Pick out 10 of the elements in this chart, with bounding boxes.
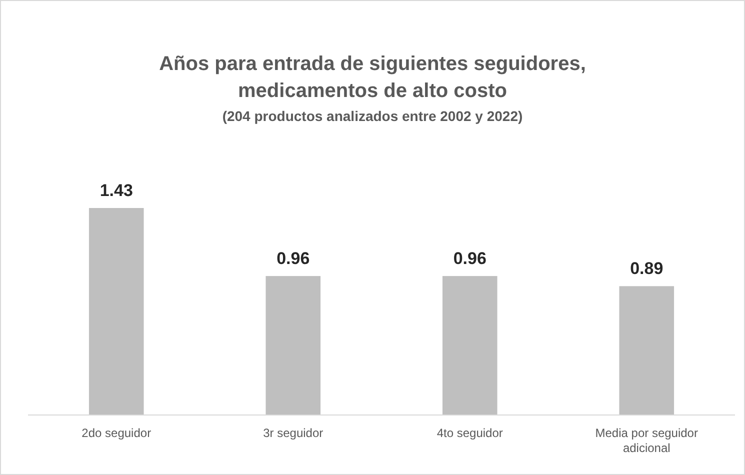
chart-subtitle: (204 productos analizados entre 2002 y 2022) — [222, 108, 523, 124]
x-tick-label: 3r seguidor — [263, 426, 324, 440]
data-label: 0.96 — [276, 249, 310, 268]
x-tick-label: Media por seguidor adicional — [595, 426, 698, 455]
data-label: 0.89 — [630, 259, 664, 278]
x-tick-label: 2do seguidor — [82, 426, 152, 440]
data-label: 1.43 — [100, 181, 133, 200]
chart-title: Años para entrada de siguientes seguidores, medicamentos de alto costo — [159, 53, 586, 102]
x-tick-label: 4to seguidor — [436, 426, 503, 440]
data-label: 0.96 — [453, 249, 486, 268]
